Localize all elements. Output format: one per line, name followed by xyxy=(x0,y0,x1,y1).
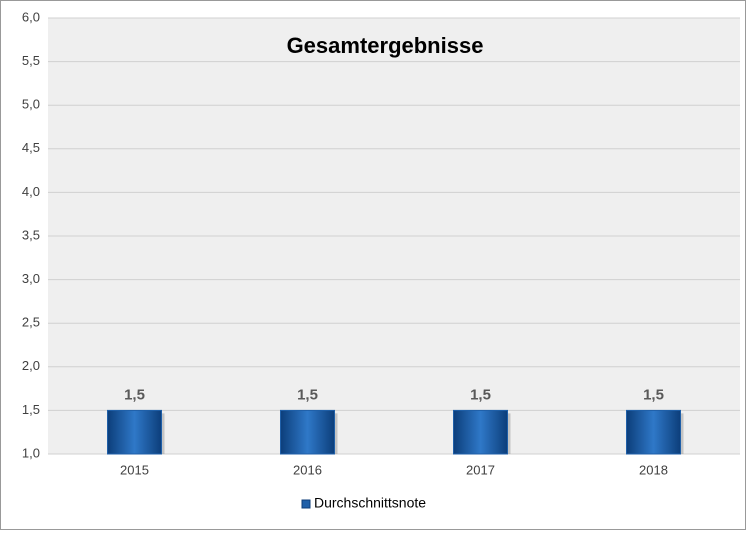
data-label: 1,5 xyxy=(643,386,664,403)
x-tick-label: 2018 xyxy=(639,462,668,477)
legend-swatch xyxy=(301,499,311,509)
y-tick-label: 2,0 xyxy=(22,358,40,373)
bar xyxy=(626,409,681,455)
y-tick-label: 5,5 xyxy=(22,53,40,68)
data-label: 1,5 xyxy=(470,386,491,403)
bar xyxy=(280,409,335,455)
x-tick-label: 2017 xyxy=(466,462,495,477)
y-tick-label: 3,0 xyxy=(22,271,40,286)
y-tick-label: 2,5 xyxy=(22,315,40,330)
bar xyxy=(107,409,162,455)
x-tick-label: 2015 xyxy=(120,462,149,477)
y-tick-label: 6,0 xyxy=(22,9,40,24)
y-tick-label: 4,5 xyxy=(22,140,40,155)
y-tick-label: 4,0 xyxy=(22,184,40,199)
y-tick-label: 1,5 xyxy=(22,402,40,417)
y-tick-label: 3,5 xyxy=(22,227,40,242)
x-tick-label: 2016 xyxy=(293,462,322,477)
y-tick-label: 1,0 xyxy=(22,445,40,460)
data-label: 1,5 xyxy=(297,386,318,403)
chart-title: Gesamtergebnisse xyxy=(287,33,484,58)
data-label: 1,5 xyxy=(124,386,145,403)
legend-label: Durchschnittsnote xyxy=(314,495,426,511)
y-tick-label: 5,0 xyxy=(22,97,40,112)
bar xyxy=(453,409,508,455)
